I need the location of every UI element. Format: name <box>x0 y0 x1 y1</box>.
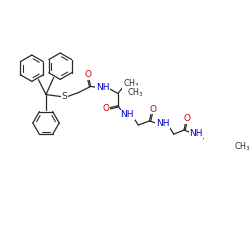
Text: NH: NH <box>120 110 134 119</box>
Text: NH: NH <box>189 128 203 138</box>
Text: NH: NH <box>96 83 110 92</box>
Text: CH$_3$: CH$_3$ <box>123 77 140 90</box>
Text: O: O <box>184 114 190 123</box>
Text: O: O <box>84 70 91 79</box>
Text: CH$_3$: CH$_3$ <box>234 140 250 152</box>
Text: CH$_3$: CH$_3$ <box>127 86 144 99</box>
Text: S: S <box>62 92 67 101</box>
Text: NH: NH <box>156 120 170 128</box>
Text: O: O <box>103 104 110 113</box>
Text: O: O <box>149 105 156 114</box>
